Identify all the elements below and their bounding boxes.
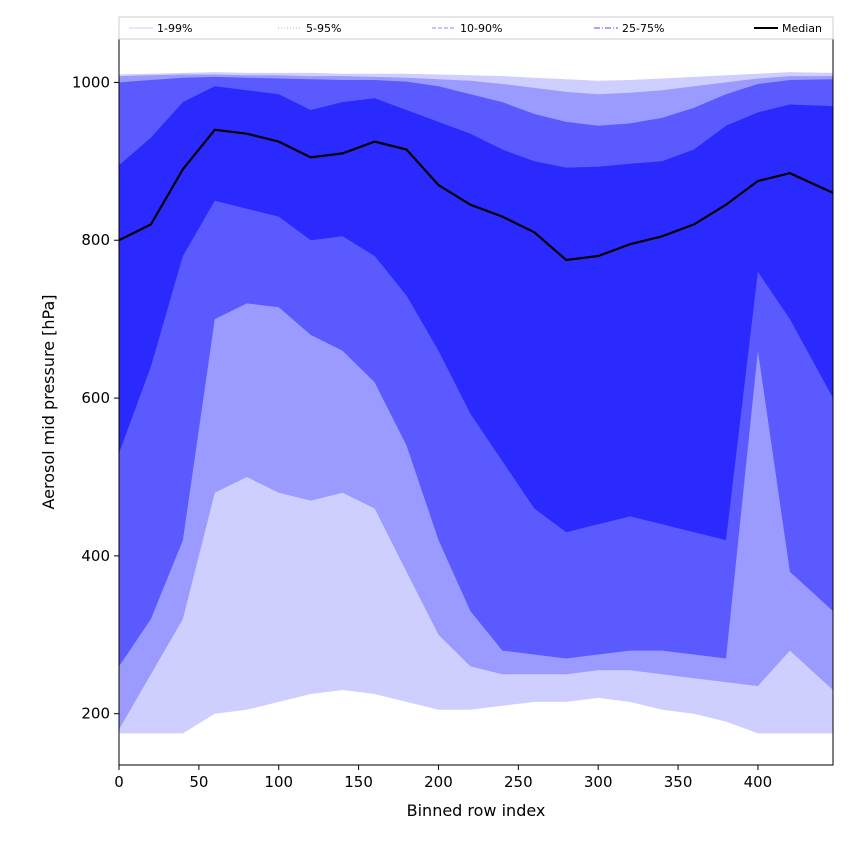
legend-label: 10-90% bbox=[460, 22, 502, 35]
median-line bbox=[118, 128, 834, 262]
y-tick-label: 200 bbox=[81, 705, 110, 723]
x-tick-label: 400 bbox=[744, 773, 773, 791]
y-tick-label: 600 bbox=[81, 389, 110, 407]
y-tick-label: 1000 bbox=[72, 73, 110, 91]
y-axis-ticks: 200 400 600 800 1000 bbox=[72, 73, 119, 723]
y-axis-label: Aerosol mid pressure [hPa] bbox=[39, 294, 58, 509]
band-areas bbox=[119, 72, 833, 734]
legend-label: 25-75% bbox=[622, 22, 664, 35]
x-tick-label: 0 bbox=[114, 773, 124, 791]
legend: 1-99% 5-95% 10-90% 25-75% Median bbox=[118, 16, 834, 40]
band-25-75pct bbox=[119, 86, 833, 541]
x-tick-label: 300 bbox=[584, 773, 613, 791]
x-tick-label: 150 bbox=[344, 773, 373, 791]
x-axis-ticks: 0 50 100 150 200 250 300 350 400 bbox=[114, 765, 772, 791]
legend-label: 5-95% bbox=[306, 22, 341, 35]
x-axis-label: Binned row index bbox=[407, 801, 546, 820]
legend-label: 1-99% bbox=[157, 22, 192, 35]
legend-label: Median bbox=[782, 22, 822, 35]
y-tick-label: 400 bbox=[81, 547, 110, 565]
x-tick-label: 100 bbox=[264, 773, 293, 791]
x-tick-label: 200 bbox=[424, 773, 453, 791]
y-tick-label: 800 bbox=[81, 231, 110, 249]
x-tick-label: 250 bbox=[504, 773, 533, 791]
legend-box bbox=[118, 16, 834, 40]
x-tick-label: 350 bbox=[664, 773, 693, 791]
x-tick-label: 50 bbox=[189, 773, 208, 791]
